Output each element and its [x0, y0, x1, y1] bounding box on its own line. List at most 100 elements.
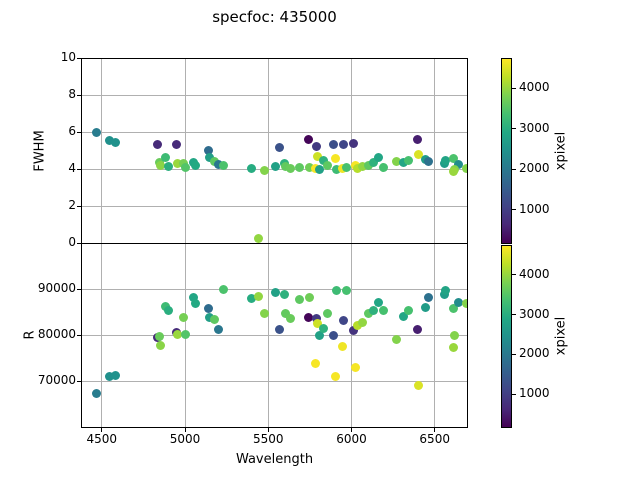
- x-tick-label: 6500: [419, 432, 450, 446]
- y-tick-label: 90000: [37, 281, 76, 295]
- x-tick-mark: [350, 428, 352, 432]
- scatter-point: [173, 329, 183, 339]
- scatter-point: [412, 134, 422, 144]
- colorbar-tick-mark: [512, 353, 516, 355]
- scatter-point: [295, 162, 305, 172]
- scatter-point: [330, 154, 340, 164]
- scatter-point: [351, 363, 361, 373]
- scatter-point: [441, 286, 451, 296]
- grid-line: [101, 59, 103, 243]
- grid-line: [82, 131, 467, 133]
- scatter-point: [305, 292, 315, 302]
- scatter-point: [163, 305, 173, 315]
- colorbar-tick-label: 3000: [519, 306, 550, 321]
- scatter-point: [312, 151, 322, 161]
- grid-line: [82, 94, 467, 96]
- y-tick-mark: [77, 380, 81, 382]
- colorbar-bottom-label: xpixel: [553, 316, 569, 356]
- scatter-point: [281, 161, 291, 171]
- scatter-point: [303, 313, 313, 323]
- y-tick-label: 70000: [37, 373, 76, 387]
- colorbar-tick-mark: [512, 168, 516, 170]
- scatter-point: [205, 313, 215, 323]
- scatter-point: [213, 159, 223, 169]
- scatter-point: [191, 160, 201, 170]
- scatter-point: [423, 292, 433, 302]
- x-tick-mark: [101, 428, 103, 432]
- scatter-point: [341, 286, 351, 296]
- scatter-point: [413, 149, 423, 159]
- x-tick-label: 4500: [86, 432, 118, 446]
- scatter-point: [448, 154, 458, 164]
- scatter-point: [104, 372, 114, 382]
- scatter-point: [353, 320, 363, 330]
- y-tick-label: 6: [68, 124, 76, 138]
- scatter-point: [312, 142, 322, 152]
- scatter-point: [275, 143, 285, 153]
- scatter-point: [448, 342, 458, 352]
- scatter-point: [311, 359, 321, 369]
- scatter-point: [253, 233, 263, 243]
- scatter-point: [305, 162, 315, 172]
- x-tick-mark: [434, 428, 436, 432]
- x-tick-label: 5500: [252, 432, 284, 446]
- scatter-point: [329, 139, 339, 149]
- y-tick-label: 4: [68, 161, 76, 175]
- scatter-point: [461, 163, 467, 173]
- scatter-point: [323, 160, 332, 170]
- scatter-point: [423, 157, 433, 167]
- colorbar-tick-mark: [512, 314, 516, 316]
- scatter-point: [348, 138, 358, 148]
- grid-line: [101, 244, 103, 427]
- scatter-point: [188, 292, 198, 302]
- scatter-point: [441, 156, 451, 166]
- colorbar-tick-label: 2000: [519, 161, 550, 176]
- scatter-point: [413, 381, 423, 391]
- scatter-point: [181, 162, 191, 172]
- y-tick-label: 2: [68, 198, 76, 212]
- scatter-point: [260, 166, 270, 176]
- scatter-point: [412, 324, 422, 334]
- scatter-point: [378, 305, 388, 315]
- scatter-point: [391, 156, 401, 166]
- grid-line: [82, 334, 467, 336]
- colorbar-bottom: [501, 245, 512, 428]
- scatter-point: [203, 146, 213, 155]
- scatter-point: [260, 309, 270, 319]
- scatter-point: [205, 153, 215, 163]
- scatter-point: [312, 313, 322, 323]
- scatter-point: [253, 292, 263, 302]
- scatter-point: [338, 140, 348, 150]
- scatter-point: [453, 297, 463, 307]
- scatter-point: [448, 167, 458, 177]
- scatter-point: [312, 318, 322, 328]
- colorbar-tick-label: 1000: [519, 201, 550, 216]
- y-tick-label: 0: [68, 235, 76, 249]
- colorbar-tick-label: 1000: [519, 386, 550, 401]
- x-tick-mark: [184, 428, 186, 432]
- grid-line: [267, 59, 269, 243]
- scatter-point: [449, 331, 459, 341]
- scatter-point: [315, 164, 325, 174]
- scatter-point: [153, 140, 163, 150]
- grid-line: [434, 244, 436, 427]
- scatter-point: [156, 160, 166, 170]
- scatter-point: [271, 161, 281, 171]
- scatter-point: [399, 158, 409, 168]
- scatter-point: [348, 326, 358, 336]
- colorbar-top: [501, 58, 512, 244]
- grid-line: [434, 59, 436, 243]
- scatter-point: [399, 312, 409, 322]
- scatter-point: [338, 315, 348, 325]
- scatter-point: [303, 134, 313, 144]
- scatter-point: [160, 153, 170, 163]
- grid-line: [184, 59, 186, 243]
- x-tick-label: 6000: [336, 432, 367, 446]
- scatter-point: [318, 156, 328, 166]
- scatter-point: [363, 309, 373, 319]
- scatter-point: [404, 305, 414, 315]
- scatter-point: [191, 298, 201, 308]
- y-tick-mark: [77, 288, 81, 290]
- scatter-point: [374, 153, 384, 163]
